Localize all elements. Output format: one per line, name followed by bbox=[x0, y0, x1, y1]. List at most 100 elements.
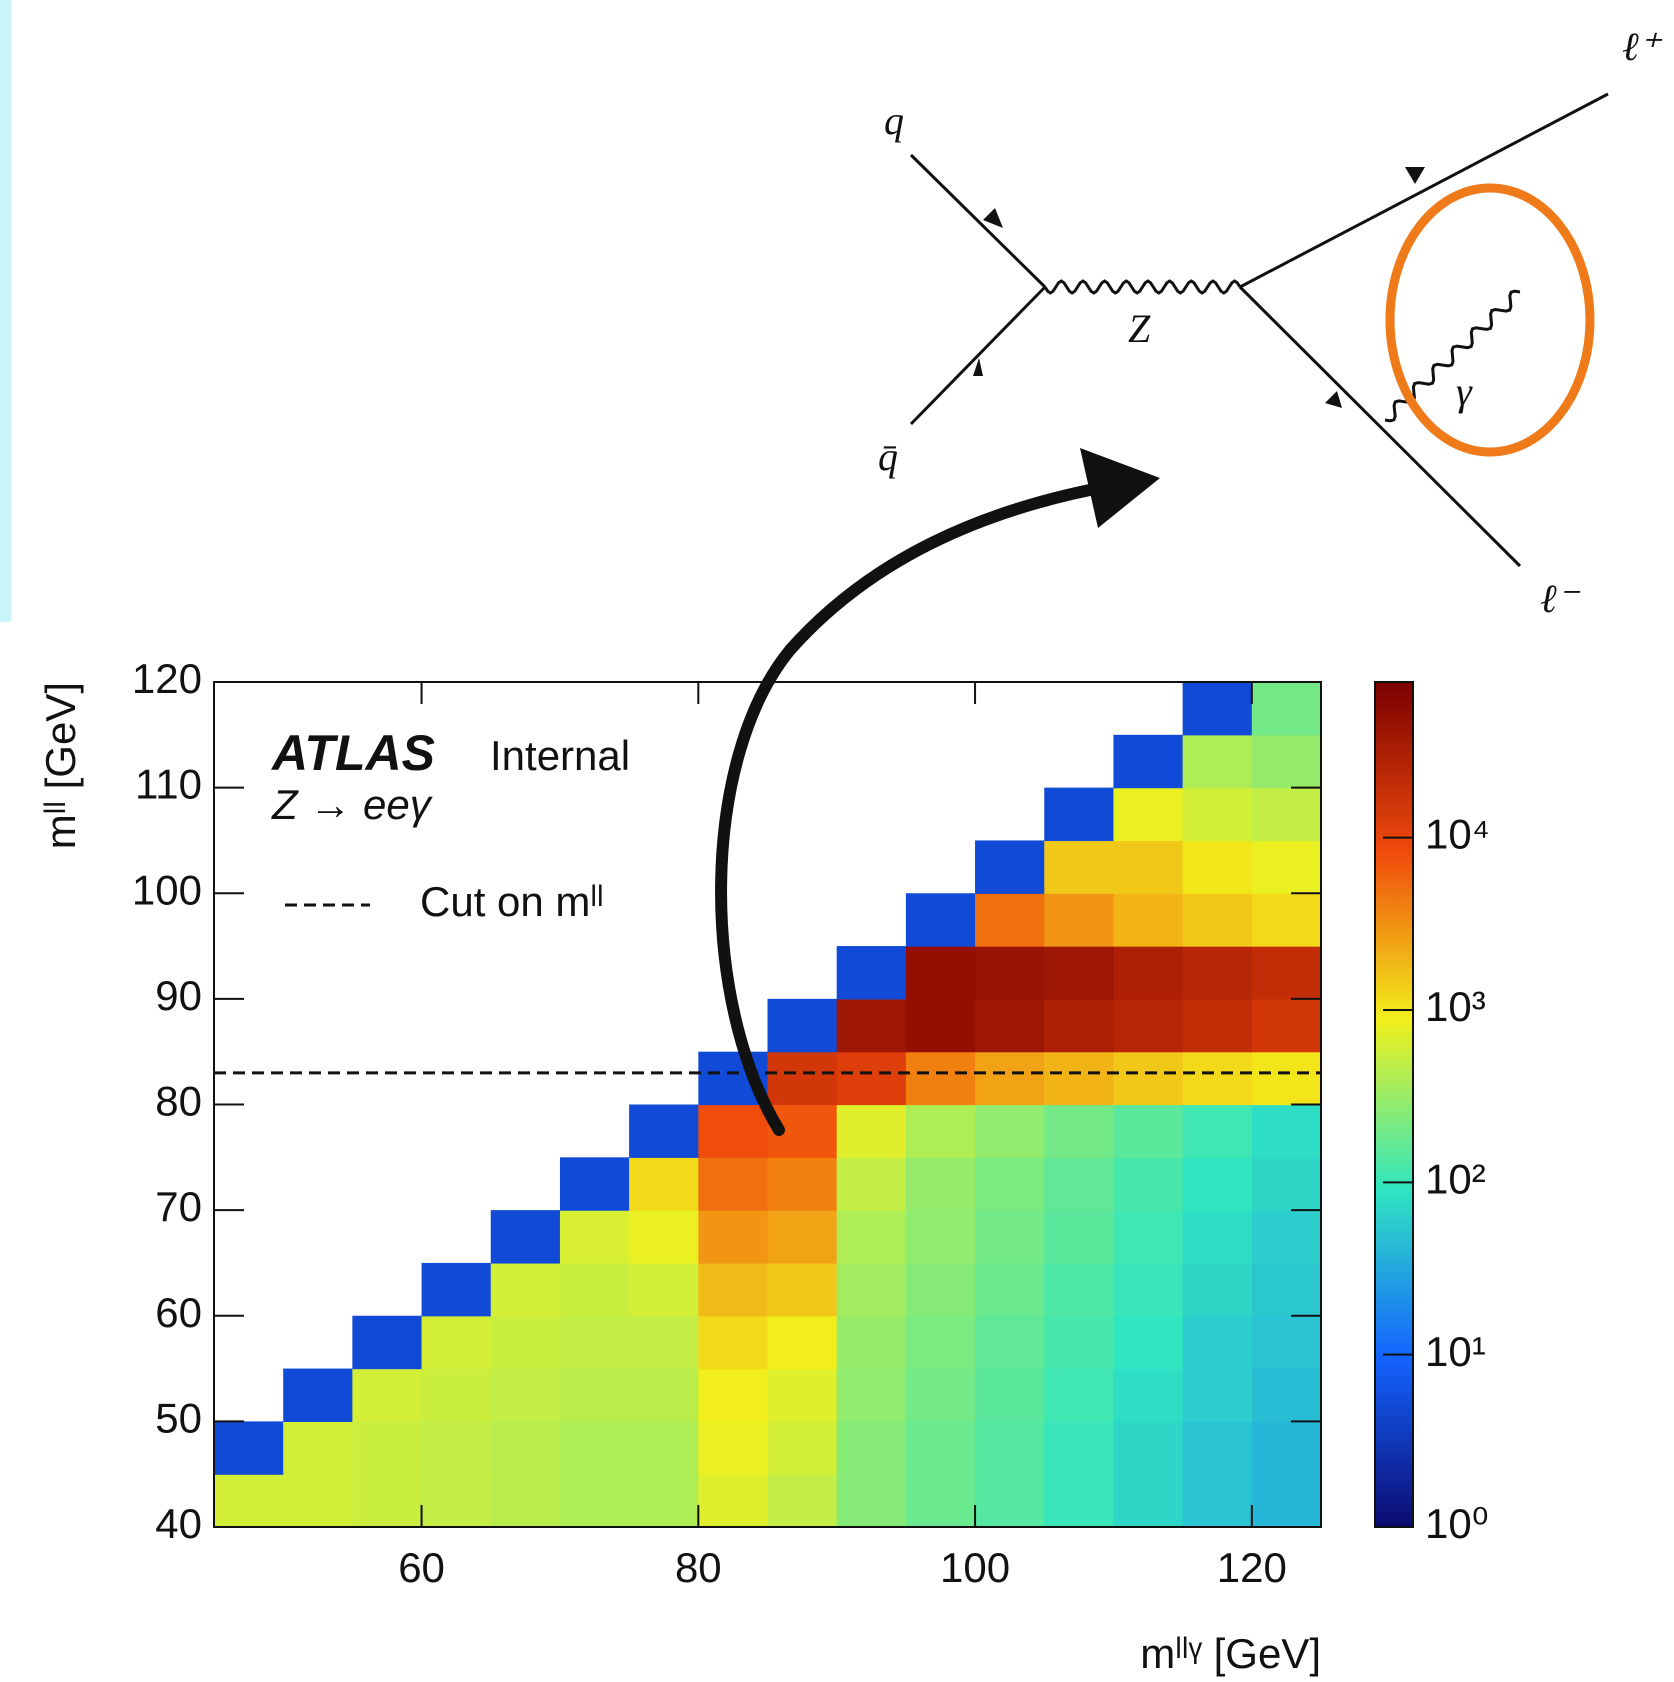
heatmap-cell bbox=[1251, 893, 1322, 947]
heatmap-cell bbox=[1251, 682, 1322, 736]
y-tick-label: 90 bbox=[155, 972, 202, 1019]
heatmap-cell bbox=[352, 1368, 423, 1422]
heatmap-cell bbox=[1182, 1157, 1253, 1211]
heatmap-cell bbox=[1251, 946, 1322, 1000]
heatmap-cell bbox=[905, 1157, 976, 1211]
heatmap-cell bbox=[1044, 1421, 1115, 1475]
quark-line bbox=[909, 153, 1047, 289]
heatmap-cell bbox=[698, 1368, 769, 1422]
heatmap-cell bbox=[905, 1474, 976, 1528]
y-tick-label: 80 bbox=[155, 1078, 202, 1125]
heatmap-cell bbox=[836, 1421, 907, 1475]
colorbar-tick-label: 10¹ bbox=[1425, 1328, 1486, 1375]
heatmap-cell bbox=[767, 1051, 838, 1106]
heatmap-cell bbox=[421, 1474, 492, 1528]
heatmap-cell bbox=[1113, 998, 1184, 1053]
heatmap-cell bbox=[1251, 1157, 1322, 1211]
annotation-arrowhead bbox=[1080, 448, 1160, 528]
heatmap-cell bbox=[490, 1368, 561, 1422]
heatmap-cell bbox=[559, 1368, 630, 1422]
heatmap-cell bbox=[1044, 893, 1115, 947]
heatmap-cell bbox=[1182, 1474, 1253, 1528]
heatmap-cell bbox=[559, 1421, 630, 1475]
heatmap-cell bbox=[905, 1104, 976, 1158]
heatmap-cell bbox=[421, 1315, 492, 1370]
heatmap-cell bbox=[836, 998, 907, 1053]
y-tick-label: 70 bbox=[155, 1183, 202, 1230]
heatmap-cell bbox=[490, 1474, 561, 1528]
heatmap-cell bbox=[767, 1368, 838, 1422]
heatmap-cell bbox=[352, 1421, 423, 1475]
heatmap-cell bbox=[1113, 1262, 1184, 1317]
x-tick-label: 120 bbox=[1217, 1544, 1287, 1591]
heatmap-cell bbox=[1251, 787, 1322, 842]
heatmap-cell bbox=[352, 1315, 423, 1370]
highlight-circle bbox=[1385, 183, 1595, 457]
heatmap-cell bbox=[1113, 1104, 1184, 1158]
heatmap-cell bbox=[629, 1157, 699, 1211]
heatmap-cell bbox=[1044, 1104, 1115, 1158]
heatmap-cell bbox=[836, 1210, 907, 1264]
atlas-label: ATLAS bbox=[270, 725, 435, 781]
label-gamma: γ bbox=[1456, 369, 1473, 414]
heatmap-cell bbox=[975, 840, 1045, 894]
heatmap-cell bbox=[836, 1051, 907, 1106]
label-qbar: q̄ bbox=[878, 434, 898, 479]
heatmap-cell bbox=[1182, 998, 1253, 1053]
heatmap-cell bbox=[975, 1474, 1045, 1528]
heatmap-cell bbox=[1044, 1051, 1115, 1106]
x-tick-label: 80 bbox=[675, 1544, 722, 1591]
heatmap-cell bbox=[1251, 1315, 1322, 1370]
heatmap-cell bbox=[1113, 1157, 1184, 1211]
heatmap-cell bbox=[1113, 734, 1184, 789]
heatmap-cell bbox=[1182, 787, 1253, 842]
heatmap-cell bbox=[1251, 1210, 1322, 1264]
heatmap-cell bbox=[975, 1157, 1045, 1211]
heatmap-cell bbox=[1251, 1368, 1322, 1422]
heatmap-cell bbox=[767, 1474, 838, 1528]
heatmap-cell bbox=[559, 1315, 630, 1370]
heatmap-plot: 60 80 100 120 40 50 60 70 80 90 100 110 120 mˡˡᵞ [GeV… bbox=[37, 655, 1490, 1677]
heatmap-cell bbox=[836, 1474, 907, 1528]
heatmap-cell bbox=[975, 946, 1045, 1000]
heatmap-cell bbox=[1113, 787, 1184, 842]
heatmap-cell bbox=[767, 1210, 838, 1264]
heatmap-cell bbox=[1044, 998, 1115, 1053]
colorbar-tick-label: 10⁴ bbox=[1425, 811, 1490, 858]
heatmap-cell bbox=[1251, 998, 1322, 1053]
heatmap-cell bbox=[975, 998, 1045, 1053]
heatmap-cell bbox=[767, 1315, 838, 1370]
heatmap-cell bbox=[421, 1368, 492, 1422]
heatmap-cell bbox=[283, 1368, 353, 1422]
legend-label: Cut on mˡˡ bbox=[420, 878, 604, 925]
heatmap-cell bbox=[905, 998, 976, 1053]
heatmap-cell bbox=[1044, 1262, 1115, 1317]
heatmap-cell bbox=[1182, 840, 1253, 894]
y-tick-label: 120 bbox=[132, 655, 202, 702]
heatmap-cell bbox=[1044, 1474, 1115, 1528]
heatmap-cell bbox=[421, 1262, 492, 1317]
label-z: Z bbox=[1128, 306, 1151, 351]
heatmap-cell bbox=[767, 1157, 838, 1211]
heatmap-cell bbox=[559, 1210, 630, 1264]
heatmap-cell bbox=[1251, 1421, 1322, 1475]
x-tick-label: 60 bbox=[398, 1544, 445, 1591]
heatmap-cell bbox=[836, 1157, 907, 1211]
heatmap-cell bbox=[1182, 946, 1253, 1000]
heatmap-cell bbox=[629, 1315, 699, 1370]
heatmap-cell bbox=[905, 946, 976, 1000]
antiquark-line bbox=[909, 285, 1047, 426]
heatmap-cell bbox=[1113, 1474, 1184, 1528]
heatmap-cell bbox=[1182, 1421, 1253, 1475]
heatmap-cell bbox=[490, 1421, 561, 1475]
heatmap-cell bbox=[698, 1210, 769, 1264]
fermion-arrows bbox=[973, 167, 1425, 408]
heatmap-cell bbox=[698, 1104, 769, 1158]
heatmap-cell bbox=[1182, 1262, 1253, 1317]
heatmap-cell bbox=[1182, 1368, 1253, 1422]
heatmap-cell bbox=[559, 1474, 630, 1528]
heatmap-cell bbox=[1251, 734, 1322, 789]
heatmap-cell bbox=[975, 1104, 1045, 1158]
y-axis-label: mˡˡ [GeV] bbox=[37, 682, 84, 849]
